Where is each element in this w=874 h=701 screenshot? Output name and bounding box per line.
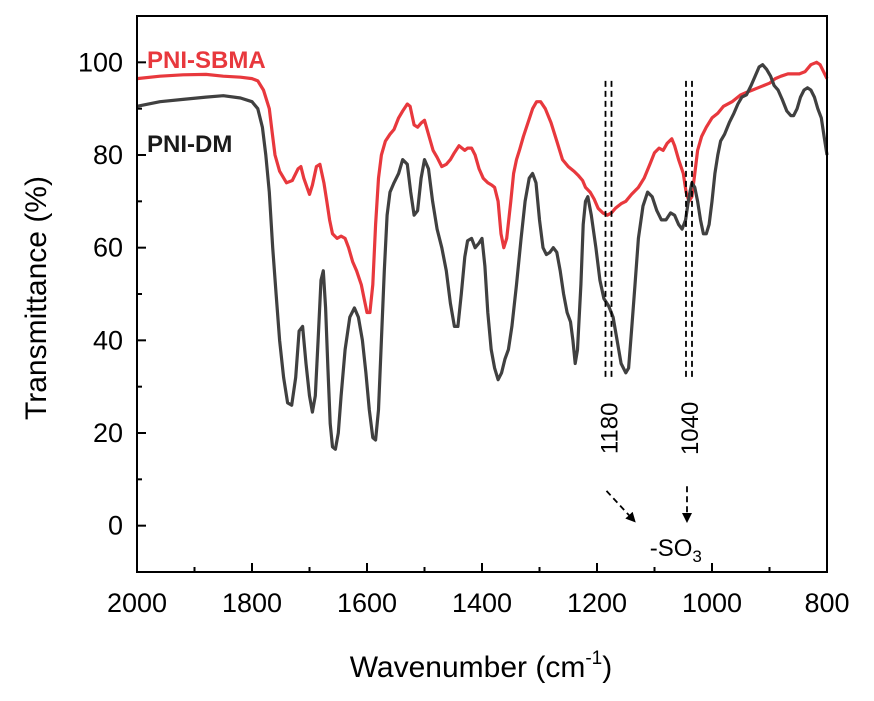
x-tick-label-2000: 2000	[107, 588, 167, 618]
x-tick-label-1800: 1800	[222, 588, 282, 618]
axes-layer: 2000 1800 1600 1400 1200 1000 800 0 20 40 60 80 100	[78, 47, 850, 618]
group-label-sub: 3	[692, 547, 701, 566]
y-tick-label-100: 100	[78, 47, 123, 77]
group-label-main: -SO	[650, 535, 693, 562]
x-tick-label-1400: 1400	[452, 588, 512, 618]
annotation-layer: 1180 1040 -SO3	[597, 80, 704, 566]
y-tick-label-20: 20	[93, 418, 123, 448]
x-tick-label-1000: 1000	[682, 588, 742, 618]
x-tick-label-1600: 1600	[337, 588, 397, 618]
y-axis-title: Transmittance (%)	[20, 176, 53, 420]
series-layer	[136, 60, 829, 451]
peak-label-1040: 1040	[677, 402, 704, 455]
series-line-pni-dm	[136, 63, 829, 451]
x-axis-title: Wavenumber (cm-1)	[350, 648, 613, 684]
x-tick-label-800: 800	[804, 588, 849, 618]
x-tick-label-1200: 1200	[567, 588, 627, 618]
group-label-so3: -SO3	[650, 535, 702, 566]
y-tick-label-0: 0	[108, 511, 123, 541]
peak-label-1180: 1180	[597, 403, 624, 455]
y-tick-label-40: 40	[93, 325, 123, 355]
legend-pni-sbma: PNI-SBMA	[147, 47, 266, 74]
y-tick-label-60: 60	[93, 233, 123, 263]
arrow-1180	[605, 490, 636, 523]
legend-pni-dm: PNI-DM	[147, 131, 232, 158]
series-line-pni-sbma	[136, 60, 829, 315]
y-tick-label-80: 80	[93, 140, 123, 170]
